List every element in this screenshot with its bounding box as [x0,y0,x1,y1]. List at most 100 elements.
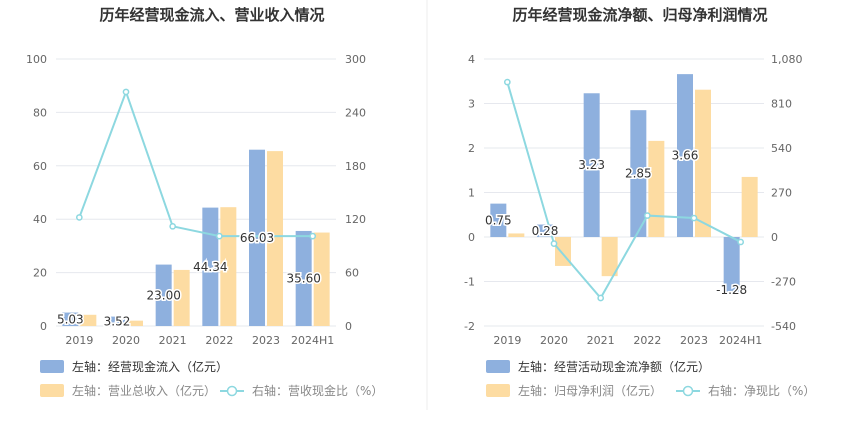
chart1-legend-label: 左轴：营业总收入（亿元） [72,383,216,398]
chart1-bar-secondary [313,232,330,326]
chart1-bar-data-label: 66.03 [240,231,274,245]
chart1-line-point [309,232,317,240]
chart1-bar-data-label-halo: 35.60 [286,271,320,285]
chart1-bar-data-label: 3.52 [104,314,131,328]
chart1-bar-data-label-halo: 23.00 [146,288,180,302]
chart2-x-tick-label: 2024H1 [719,334,762,347]
chart1-line-point [262,232,270,240]
chart2-right-tick-label: -270 [771,276,796,289]
chart2-bar-secondary [648,140,665,237]
chart2-right-tick-label: 540 [771,142,792,155]
chart2-x-tick-label: 2023 [680,334,708,347]
chart2-right-tick-label: 1,080 [771,53,803,66]
chart1-x-tick-label: 2022 [205,334,233,347]
chart2-bar-data-label-halo: 0.28 [532,224,559,238]
chart2-bar-data-label-halo: 3.23 [578,158,605,172]
chart1-bar-data-label-halo: 5.03 [57,312,84,326]
chart1-left-tick-label: 60 [33,160,47,173]
chart1-bar-data-label: 5.03 [57,312,84,326]
chart2-left-tick-label: 4 [468,53,475,66]
chart2-bar-data-label: 2.85 [625,167,652,181]
chart1-line-point [215,232,223,240]
chart1-x-tick-label: 2023 [252,334,280,347]
chart2-bar-primary [677,74,693,237]
chart2-line-point [737,238,745,246]
chart2-legend-label: 右轴：净现比（%） [708,383,815,398]
chart2-right-tick-label: 810 [771,98,792,111]
chart2-bar-data-label-halo: -1.28 [716,283,747,297]
chart1-left-tick-label: 0 [40,320,47,333]
chart1-bar-primary [155,264,172,326]
chart2-bar-secondary [601,237,618,277]
chart2-left-tick-label: 2 [468,142,475,155]
chart1-line-series [78,88,313,238]
chart1-bar-primary [109,316,125,326]
chart1-bar-data-label: 44.34 [193,260,227,274]
chart2-legend-swatch-primary [486,360,510,373]
chart1-bar-data-label: 35.60 [286,271,320,285]
chart1-right-tick-label: 120 [345,213,366,226]
chart1-bar-data-label-halo: 44.34 [193,260,227,274]
chart1-right-tick-label: 180 [345,160,366,173]
chart2-bar-data-label-halo: 2.85 [625,167,652,181]
chart2-bar-primary [583,93,600,237]
chart2-x-tick-label: 2021 [587,334,615,347]
chart2-bar-primary [630,110,647,237]
chart1-x-tick-label: 2020 [112,334,140,347]
chart1-bar-primary [202,207,219,326]
chart1-bar-primary [62,312,79,326]
chart1-bar-secondary [267,151,283,326]
chart1-x-tick-label: 2019 [65,334,93,347]
chart1-right-tick-label: 0 [345,320,352,333]
chart2-bar-primary [490,203,507,237]
chart2-left-tick-label: -2 [464,320,475,333]
chart2-legend-label: 左轴：归母净利润（亿元） [518,383,662,398]
chart1-bar-secondary [127,320,143,326]
chart2-line-point [643,212,651,219]
chart1-title: 历年经营现金流入、营业收入情况 [99,6,324,24]
chart1-line-point [169,222,177,230]
chart2-bar-secondary [741,176,758,237]
chart2-legend-label: 左轴：经营活动现金流净额（亿元） [518,359,710,374]
chart2-bar-data-label: 0.75 [485,213,512,227]
chart1-bar-primary [295,230,312,326]
chart2-left-tick-label: 0 [468,231,475,244]
chart1-legend-swatch-secondary [40,384,64,397]
chart2-right-tick-label: 0 [771,231,778,244]
chart1-left-tick-label: 80 [33,106,47,119]
chart2-line-point [597,294,605,302]
chart1-bar-data-label: 23.00 [146,288,180,302]
chart2-legend-swatch-marker [682,385,694,397]
chart2-bar-data-label: 0.28 [532,224,559,238]
chart2-bar-data-label: 3.66 [672,149,699,163]
chart2-x-tick-label: 2020 [540,334,568,347]
chart2-left-tick-label: 1 [468,187,475,200]
chart1-line-point [122,88,130,96]
chart1-legend-label: 左轴：经营现金流入（亿元） [72,359,228,374]
chart1-bar-data-label-halo: 3.52 [104,314,131,328]
chart2-bar-data-label: 3.23 [578,158,605,172]
chart1-x-tick-label: 2024H1 [291,334,334,347]
chart1-bar-secondary [80,314,97,326]
chart2-left-tick-label: 3 [468,98,475,111]
chart2-right-tick-label: -540 [771,320,796,333]
chart1-legend-swatch-marker [226,385,238,397]
chart1-bar-data-label-halo: 66.03 [240,231,274,245]
chart1-left-tick-label: 40 [33,213,47,226]
chart1-bar-secondary [173,269,190,326]
chart2-bar-secondary [695,89,711,237]
chart1-right-tick-label: 300 [345,53,366,66]
chart2-title: 历年经营现金流净额、归母净利润情况 [512,6,767,24]
chart2-right-tick-label: 270 [771,187,792,200]
chart1-left-tick-label: 20 [33,267,47,280]
chart1-bar-primary [249,149,265,326]
chart2-line-point [550,240,558,247]
chart2-bar-secondary [508,233,525,237]
chart1-left-tick-label: 100 [26,53,47,66]
chart1-right-tick-label: 240 [345,106,366,119]
chart2-x-tick-label: 2019 [493,334,521,347]
chart2-bar-data-label: -1.28 [716,283,747,297]
chart2-bar-data-label-halo: 0.75 [485,213,512,227]
chart2-bar-data-label-halo: 3.66 [672,149,699,163]
